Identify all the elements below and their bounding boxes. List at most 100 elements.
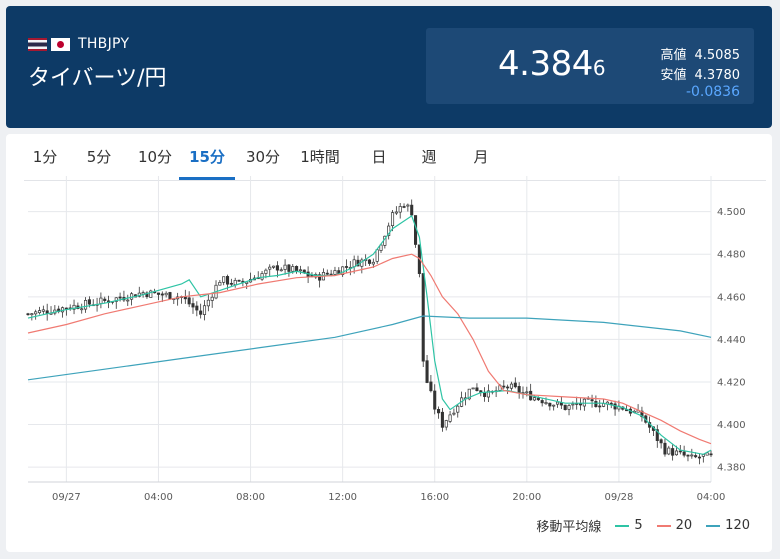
- tab-30min[interactable]: 30分: [245, 148, 281, 166]
- candle-body: [202, 305, 207, 315]
- candle-body: [298, 269, 302, 272]
- high-row: 高値 4.5085: [660, 44, 740, 63]
- candle-body: [563, 404, 567, 410]
- ma-line-120: [27, 315, 712, 381]
- pair-name: タイバーツ/円: [28, 66, 167, 91]
- candle-body: [84, 300, 88, 310]
- tab-15min[interactable]: 15分: [179, 134, 235, 180]
- ma-line-20: [27, 253, 712, 445]
- candle-body: [225, 276, 230, 285]
- legend-label-120: 120: [725, 518, 750, 533]
- candle-body: [379, 244, 383, 251]
- x-tick-label: 08:00: [236, 492, 265, 503]
- tab-day[interactable]: 日: [371, 148, 387, 166]
- tab-1hour[interactable]: 1時間: [300, 148, 340, 166]
- candle-body: [187, 297, 191, 305]
- tab-1min[interactable]: 1分: [32, 148, 58, 166]
- candle-body: [475, 387, 479, 392]
- candle-body: [168, 292, 172, 300]
- candle-body: [690, 454, 694, 457]
- price-main: 4.384: [498, 44, 593, 84]
- candle-body: [164, 292, 168, 296]
- low-row: 安値 4.3780: [660, 64, 740, 83]
- pair-code: THBJPY: [78, 36, 130, 52]
- candle-body: [697, 456, 702, 459]
- candle-body: [437, 409, 441, 414]
- candle-body: [341, 266, 345, 276]
- candle-body: [264, 269, 268, 274]
- candle-body: [126, 299, 130, 302]
- chart-grid: [28, 176, 712, 483]
- ma-line-5: [27, 214, 712, 455]
- y-tick-label: 4.420: [717, 377, 746, 388]
- candle-body: [375, 249, 379, 262]
- candle-body: [279, 269, 283, 272]
- candle-body: [233, 280, 237, 286]
- candle-body: [141, 292, 145, 295]
- candle-body: [390, 212, 395, 227]
- legend-line-20: [656, 524, 671, 527]
- candle-body: [709, 453, 713, 456]
- candle-body: [429, 381, 433, 392]
- candle-body: [548, 402, 552, 407]
- candle-body: [659, 439, 663, 444]
- candle-body: [406, 204, 410, 207]
- candle-body: [694, 455, 698, 458]
- moving-average-lines: [27, 214, 712, 455]
- candle-body: [99, 297, 103, 304]
- quote-header: THBJPY タイバーツ/円 4.3846 高値 4.5085 安値 4.3780 …: [6, 6, 772, 128]
- y-tick-label: 4.460: [717, 292, 746, 303]
- candle-body: [387, 225, 391, 236]
- legend-label-5: 5: [634, 518, 643, 533]
- candle-body: [483, 392, 487, 397]
- candle-body: [26, 313, 30, 316]
- candle-body: [686, 454, 690, 457]
- candle-body: [678, 450, 682, 453]
- interval-tabs: 1分 5分 10分 15分 30分 1時間 日 週 月: [24, 134, 766, 181]
- tab-month[interactable]: 月: [473, 148, 489, 166]
- tab-week[interactable]: 週: [421, 148, 437, 166]
- candle-body: [410, 204, 414, 216]
- x-tick-label: 04:00: [697, 492, 726, 503]
- candlestick-chart: 4.500 4.480 4.460 4.440 4.420 4.400 4.380 09/2…: [26, 176, 746, 503]
- candle-body: [191, 303, 195, 308]
- candle-body: [295, 265, 299, 272]
- x-tick-label: 20:00: [512, 492, 541, 503]
- x-tick-label: 12:00: [328, 492, 357, 503]
- legend-label-20: 20: [675, 518, 693, 533]
- y-tick-label: 4.440: [717, 335, 746, 346]
- candle-body: [45, 310, 49, 314]
- candle-body: [532, 397, 537, 401]
- tab-10min[interactable]: 10分: [137, 148, 173, 166]
- candle-body: [87, 299, 91, 305]
- tab-5min[interactable]: 5分: [86, 148, 112, 166]
- candle-body: [655, 429, 659, 441]
- candle-body: [371, 261, 375, 265]
- candle-body: [540, 400, 544, 404]
- candle-body: [199, 310, 203, 315]
- quote-box: 4.3846 高値 4.5085 安値 4.3780 -0.0836: [426, 28, 754, 104]
- candle-body: [333, 270, 337, 275]
- candle-body: [486, 390, 490, 398]
- candle-body: [156, 292, 161, 295]
- x-axis: 09/27 04:00 08:00 12:00 16:00 20:00 09/28 04:00: [52, 492, 725, 503]
- candle-body: [34, 311, 38, 315]
- candle-body: [594, 401, 598, 408]
- high-value: 4.5085: [694, 48, 741, 63]
- candle-body: [145, 292, 149, 298]
- candle-body: [291, 266, 295, 272]
- candle-body: [467, 388, 471, 400]
- candle-body: [517, 386, 521, 393]
- candle-body: [318, 274, 322, 281]
- candle-body: [456, 405, 460, 413]
- candle-body: [598, 405, 602, 408]
- pair-code-row: THBJPY: [28, 36, 129, 52]
- candle-body: [671, 448, 675, 456]
- candle-body: [506, 386, 510, 389]
- candle-body: [72, 304, 76, 310]
- candle-body: [37, 310, 42, 314]
- candle-body: [352, 259, 356, 268]
- legend-title: 移動平均線: [536, 520, 602, 535]
- current-price: 4.3846: [498, 44, 606, 84]
- candle-body: [287, 264, 291, 272]
